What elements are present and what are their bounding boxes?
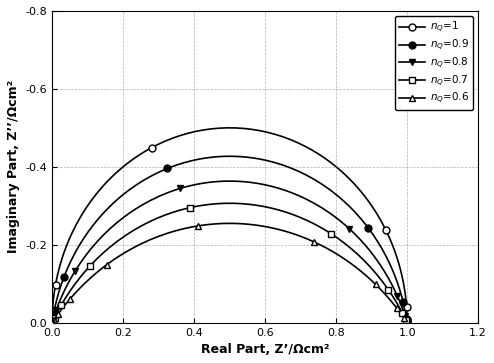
Legend: $n_Q$=1, $n_Q$=0.9, $n_Q$=0.8, $n_Q$=0.7, $n_Q$=0.6: $n_Q$=1, $n_Q$=0.9, $n_Q$=0.8, $n_Q$=0.7… [395,16,473,110]
Y-axis label: Imaginary Part, Z’’/Ωcm²: Imaginary Part, Z’’/Ωcm² [7,80,20,253]
X-axis label: Real Part, Z’/Ωcm²: Real Part, Z’/Ωcm² [201,343,329,356]
